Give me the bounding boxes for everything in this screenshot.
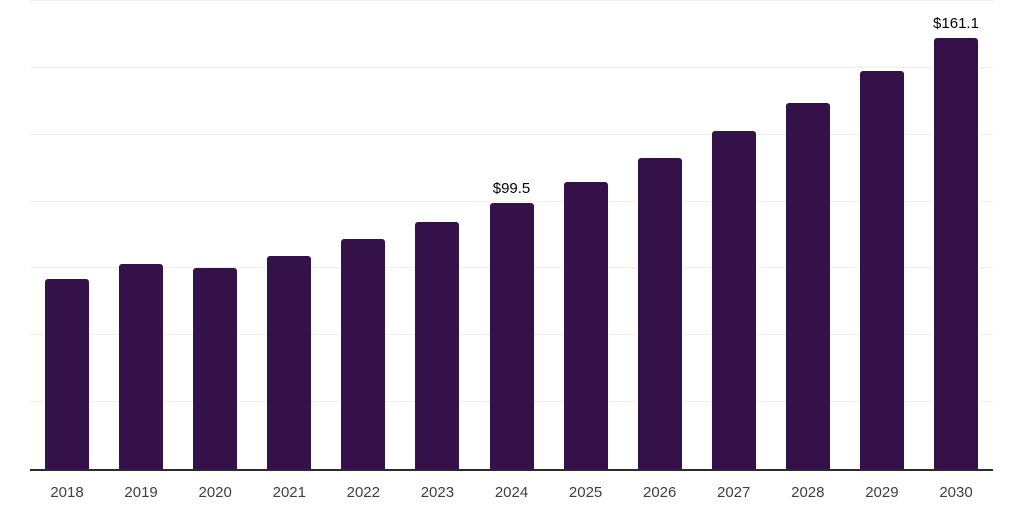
x-tick-label-2026: 2026	[643, 484, 677, 501]
bar-2029	[859, 71, 904, 469]
x-tick-label-2028: 2028	[791, 484, 825, 501]
bar-2030	[934, 38, 978, 469]
x-tick-label-2021: 2021	[272, 484, 306, 501]
bar-2021	[267, 256, 312, 469]
bar-2025	[563, 181, 608, 469]
bar-2018	[45, 279, 89, 469]
gridline	[30, 200, 993, 202]
bar-2022	[341, 239, 386, 469]
bar-2020	[193, 267, 238, 469]
x-tick-label-2018: 2018	[50, 484, 84, 501]
x-tick-label-2022: 2022	[346, 484, 380, 501]
x-tick-label-2029: 2029	[865, 484, 899, 501]
bar-2024	[489, 202, 534, 469]
bar-2027	[711, 131, 756, 469]
x-tick-label-2024: 2024	[494, 484, 529, 501]
x-tick-label-2019: 2019	[124, 484, 158, 501]
bar-value-label-2024: $99.5	[492, 179, 531, 197]
bar-2026	[637, 157, 682, 469]
gridline	[30, 66, 993, 68]
bar-2023	[415, 222, 460, 469]
x-tick-label-2025: 2025	[568, 484, 603, 501]
bar-2028	[785, 103, 830, 469]
gridline	[30, 0, 993, 1]
gridline	[30, 133, 993, 135]
bar-value-label-2030: $161.1	[933, 15, 979, 32]
bar-2019	[119, 263, 164, 469]
x-tick-label-2027: 2027	[717, 484, 751, 501]
x-tick-label-2030: 2030	[939, 484, 973, 501]
x-tick-label-2023: 2023	[420, 484, 455, 501]
plot-area: $99.5 $161.1	[30, 0, 993, 471]
x-tick-label-2020: 2020	[198, 484, 232, 501]
